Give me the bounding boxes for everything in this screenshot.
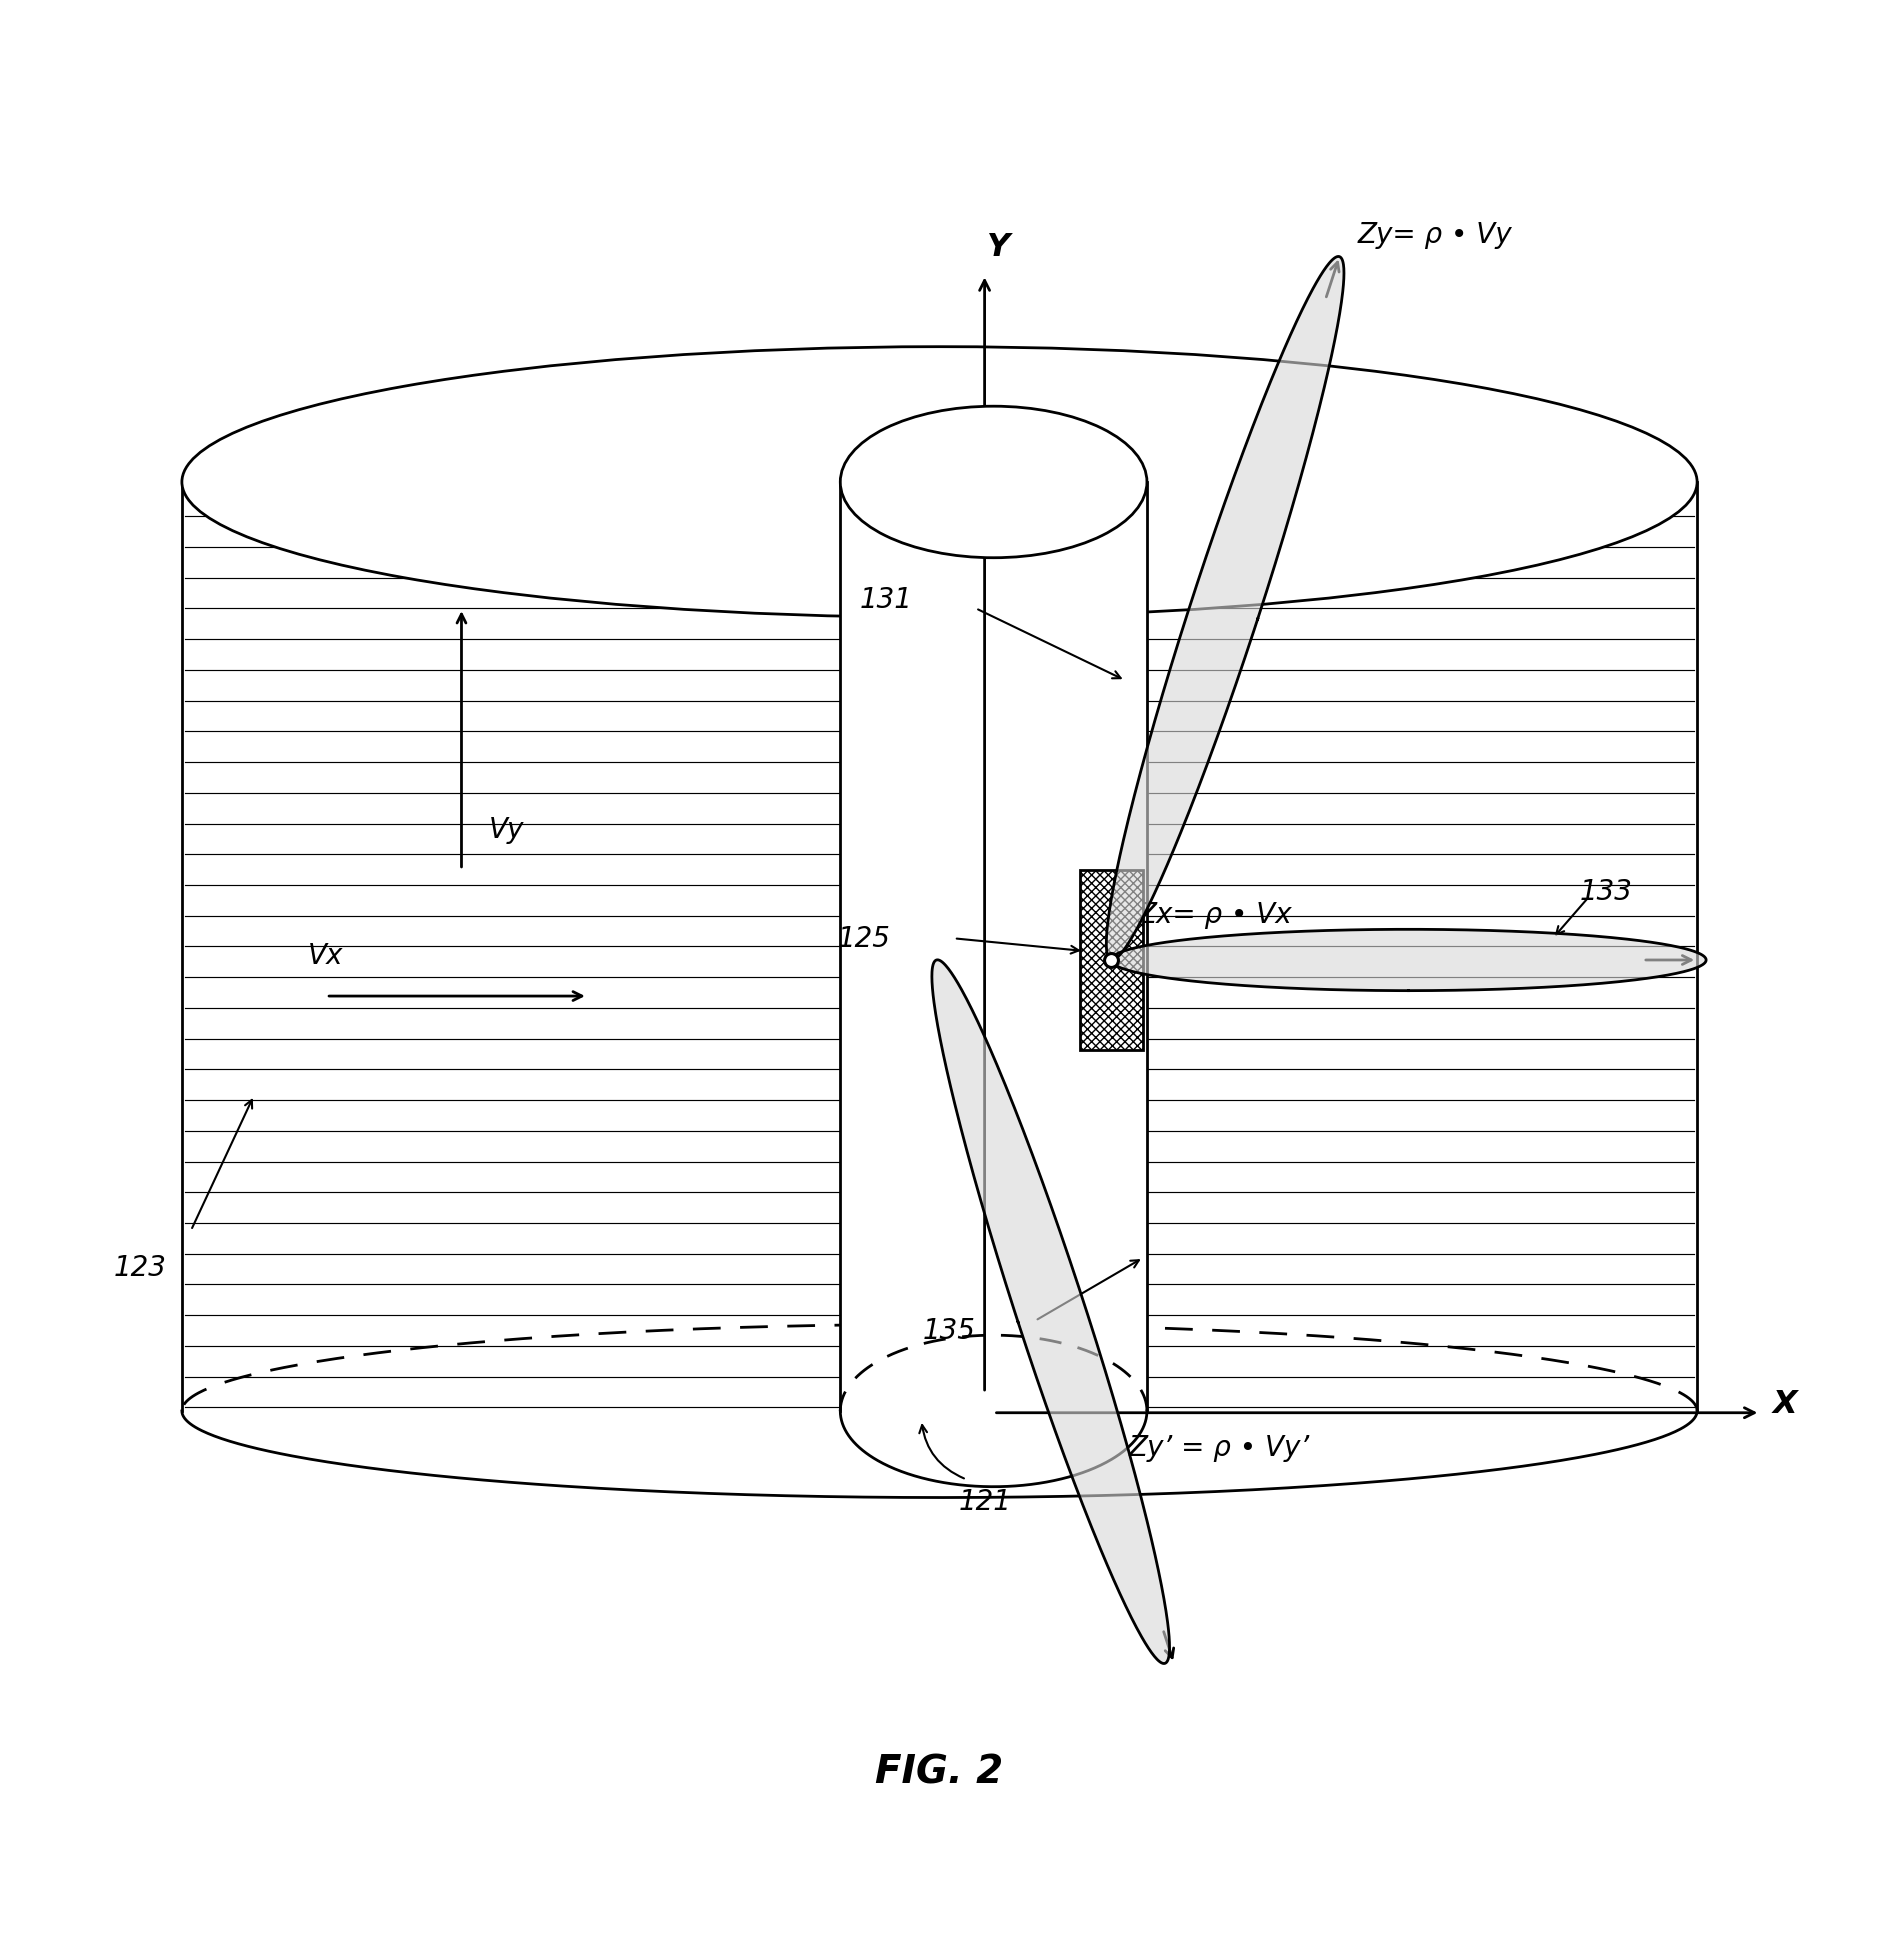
Polygon shape (1080, 871, 1142, 1051)
Text: 125: 125 (838, 925, 891, 952)
Text: Zy’ = ρ • Vy’: Zy’ = ρ • Vy’ (1129, 1433, 1310, 1460)
Text: Vx: Vx (308, 942, 344, 970)
Text: X: X (1774, 1388, 1798, 1419)
Text: 135: 135 (923, 1317, 975, 1344)
Text: 123: 123 (113, 1253, 165, 1282)
Polygon shape (932, 960, 1169, 1664)
Text: 121: 121 (958, 1487, 1011, 1514)
Text: Y: Y (988, 233, 1011, 264)
Text: FIG. 2: FIG. 2 (876, 1753, 1003, 1792)
Ellipse shape (840, 407, 1146, 558)
Polygon shape (840, 483, 1146, 1412)
Text: Zx= ρ • Vx: Zx= ρ • Vx (1139, 900, 1293, 929)
Polygon shape (1107, 258, 1343, 960)
Text: Zy= ρ • Vy: Zy= ρ • Vy (1357, 221, 1513, 248)
Polygon shape (1110, 931, 1706, 991)
Text: 133: 133 (1580, 878, 1633, 906)
Text: Vy: Vy (489, 814, 524, 843)
Ellipse shape (182, 347, 1697, 619)
Text: 131: 131 (859, 586, 913, 615)
